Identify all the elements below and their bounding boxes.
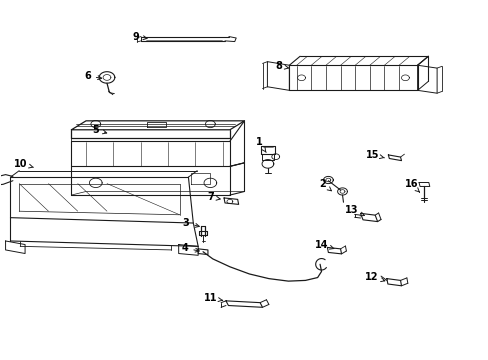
Text: 4: 4 (181, 243, 199, 253)
Text: 12: 12 (364, 272, 384, 282)
Text: 2: 2 (319, 179, 331, 191)
Text: 9: 9 (133, 32, 147, 41)
Text: 15: 15 (365, 150, 384, 160)
Text: 11: 11 (203, 293, 222, 303)
Text: 14: 14 (314, 239, 333, 249)
Text: 3: 3 (182, 218, 199, 228)
Text: 6: 6 (84, 71, 102, 81)
Text: 7: 7 (206, 192, 220, 202)
Text: 10: 10 (14, 159, 33, 169)
Text: 16: 16 (404, 179, 419, 192)
Text: 5: 5 (92, 125, 106, 135)
Text: 1: 1 (255, 138, 265, 152)
Text: 8: 8 (275, 61, 288, 71)
Text: 13: 13 (345, 206, 364, 216)
